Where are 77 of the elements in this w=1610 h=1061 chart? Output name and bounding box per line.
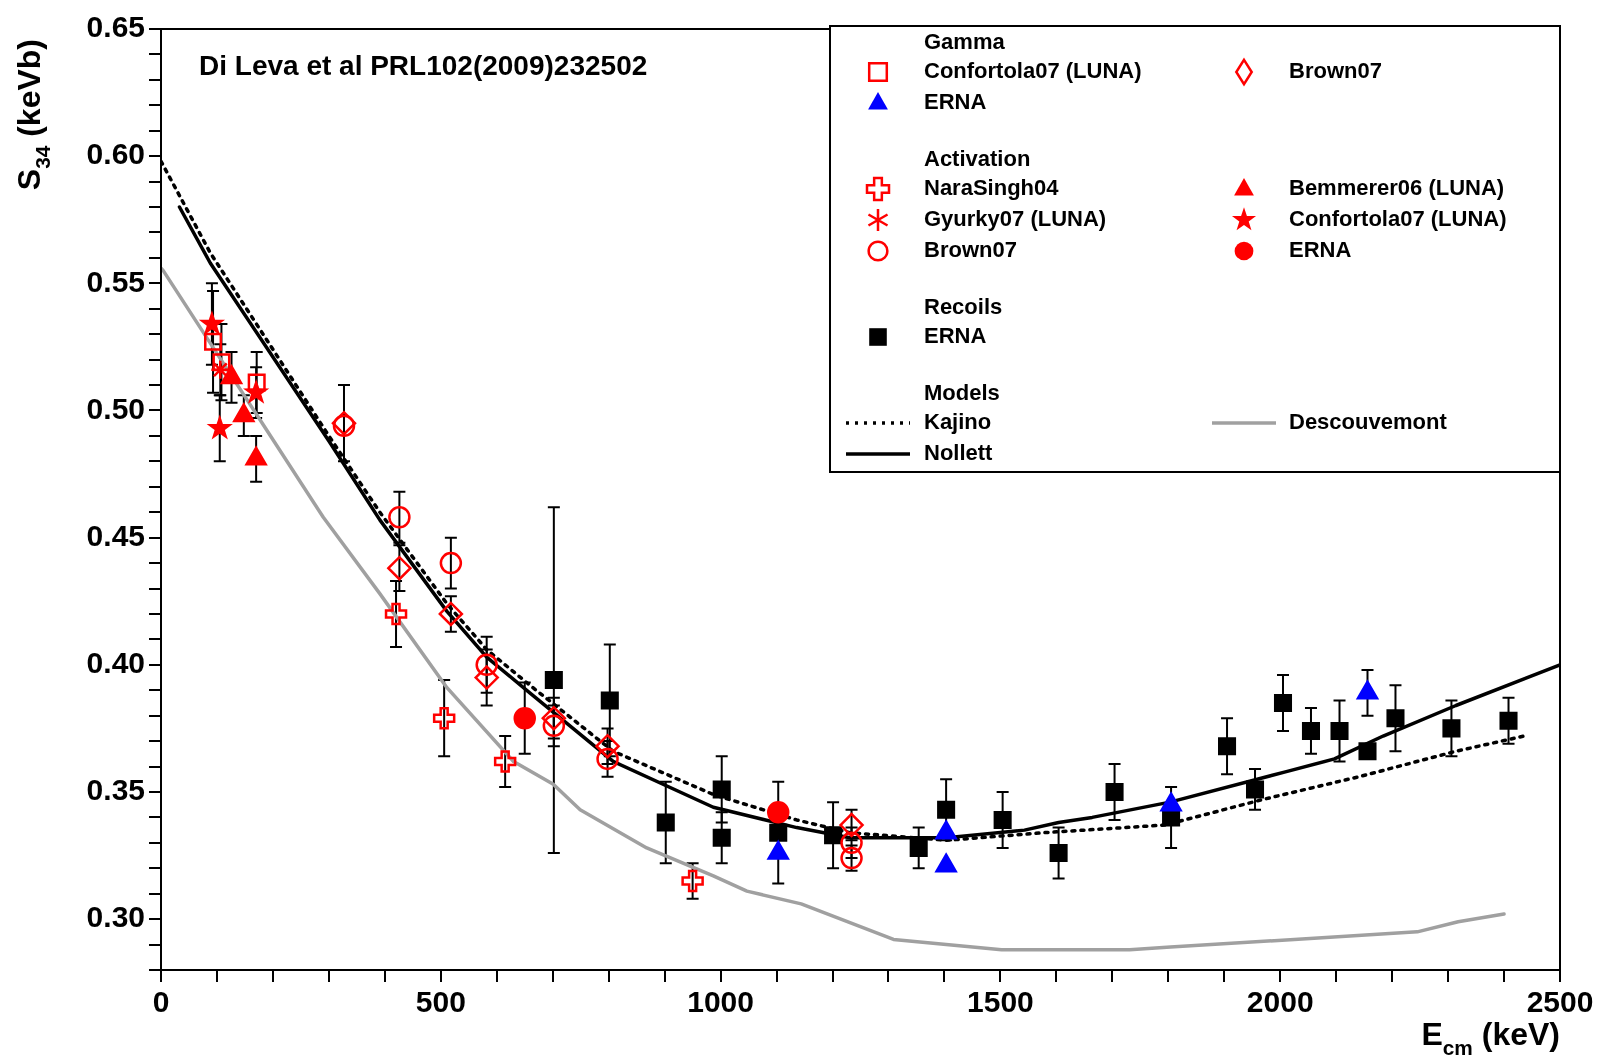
legend-label: Brown07: [1289, 58, 1382, 84]
point: [993, 810, 1012, 829]
x-tick-label: 0: [152, 985, 170, 1019]
point: [595, 733, 620, 759]
point: [596, 747, 619, 771]
y-tick-label: 0.40: [86, 646, 145, 680]
legend-label: Confortola07 (LUNA): [1289, 206, 1507, 232]
point: [1049, 843, 1068, 863]
legend-label: Kajino: [924, 409, 992, 435]
point: [681, 869, 704, 893]
x-tick-label: 500: [415, 985, 466, 1019]
x-tick-label: 2500: [1526, 985, 1594, 1019]
point: [542, 714, 566, 738]
point: [1273, 693, 1293, 712]
annotation: Activation: [924, 146, 1031, 172]
point: [439, 551, 463, 575]
point: [438, 601, 464, 627]
annotation: Models: [924, 380, 1000, 406]
legend-label: ERNA: [924, 323, 987, 349]
annotation: Gamma: [924, 29, 1006, 55]
point: [206, 414, 233, 440]
point: [1358, 742, 1377, 761]
legend-label: ERNA: [1289, 237, 1352, 263]
x-tick-label: 1000: [687, 985, 754, 1019]
y-axis-title: S34 (keVb): [11, 39, 54, 191]
y-tick-label: 0.45: [86, 518, 145, 552]
point: [1499, 711, 1518, 730]
point: [1442, 719, 1461, 738]
point: [656, 813, 675, 832]
point: [840, 831, 863, 855]
legend-label: NaraSingh04: [924, 175, 1060, 201]
point: [839, 812, 864, 838]
point: [384, 602, 408, 626]
point: [712, 828, 731, 847]
point: [544, 671, 563, 690]
point: [388, 506, 411, 529]
legend-label: Bemmerer06 (LUNA): [1289, 175, 1505, 201]
legend-label: Confortola07 (LUNA): [924, 58, 1142, 84]
point: [204, 332, 223, 351]
point: [1301, 721, 1321, 740]
point: [1105, 782, 1124, 801]
point: [1386, 709, 1405, 728]
legend-label: Nollett: [924, 440, 994, 466]
y-tick-label: 0.55: [86, 264, 145, 298]
point: [769, 823, 788, 842]
y-tick-label: 0.30: [86, 900, 145, 934]
y-tick-label: 0.65: [86, 10, 145, 44]
point: [493, 750, 517, 773]
point: [1218, 737, 1237, 756]
y-tick-label: 0.60: [86, 137, 145, 171]
y-tick-label: 0.50: [86, 391, 145, 425]
legend-label: Gyurky07 (LUNA): [924, 206, 1107, 232]
point: [937, 800, 956, 819]
point: [432, 706, 456, 730]
x-tick-label: 1500: [967, 985, 1034, 1019]
point: [909, 838, 928, 857]
point: [474, 665, 499, 690]
point: [513, 706, 536, 730]
point: [1330, 721, 1349, 740]
point: [1245, 780, 1265, 799]
legend-label: Descouvemont: [1289, 409, 1448, 435]
annotation: Di Leva et al PRL102(2009)232502: [199, 49, 648, 81]
annotation: Recoils: [924, 294, 1003, 320]
point: [766, 801, 790, 824]
legend-label: Brown07: [924, 237, 1017, 263]
point: [475, 653, 498, 677]
legend-label: ERNA: [924, 89, 987, 115]
x-tick-label: 2000: [1246, 985, 1314, 1019]
point: [198, 310, 226, 336]
point: [541, 705, 567, 731]
point: [387, 555, 412, 581]
point: [243, 378, 270, 404]
point: [600, 691, 619, 710]
y-tick-label: 0.35: [86, 773, 145, 807]
point: [824, 826, 843, 845]
point: [712, 780, 731, 799]
point: [212, 353, 231, 372]
